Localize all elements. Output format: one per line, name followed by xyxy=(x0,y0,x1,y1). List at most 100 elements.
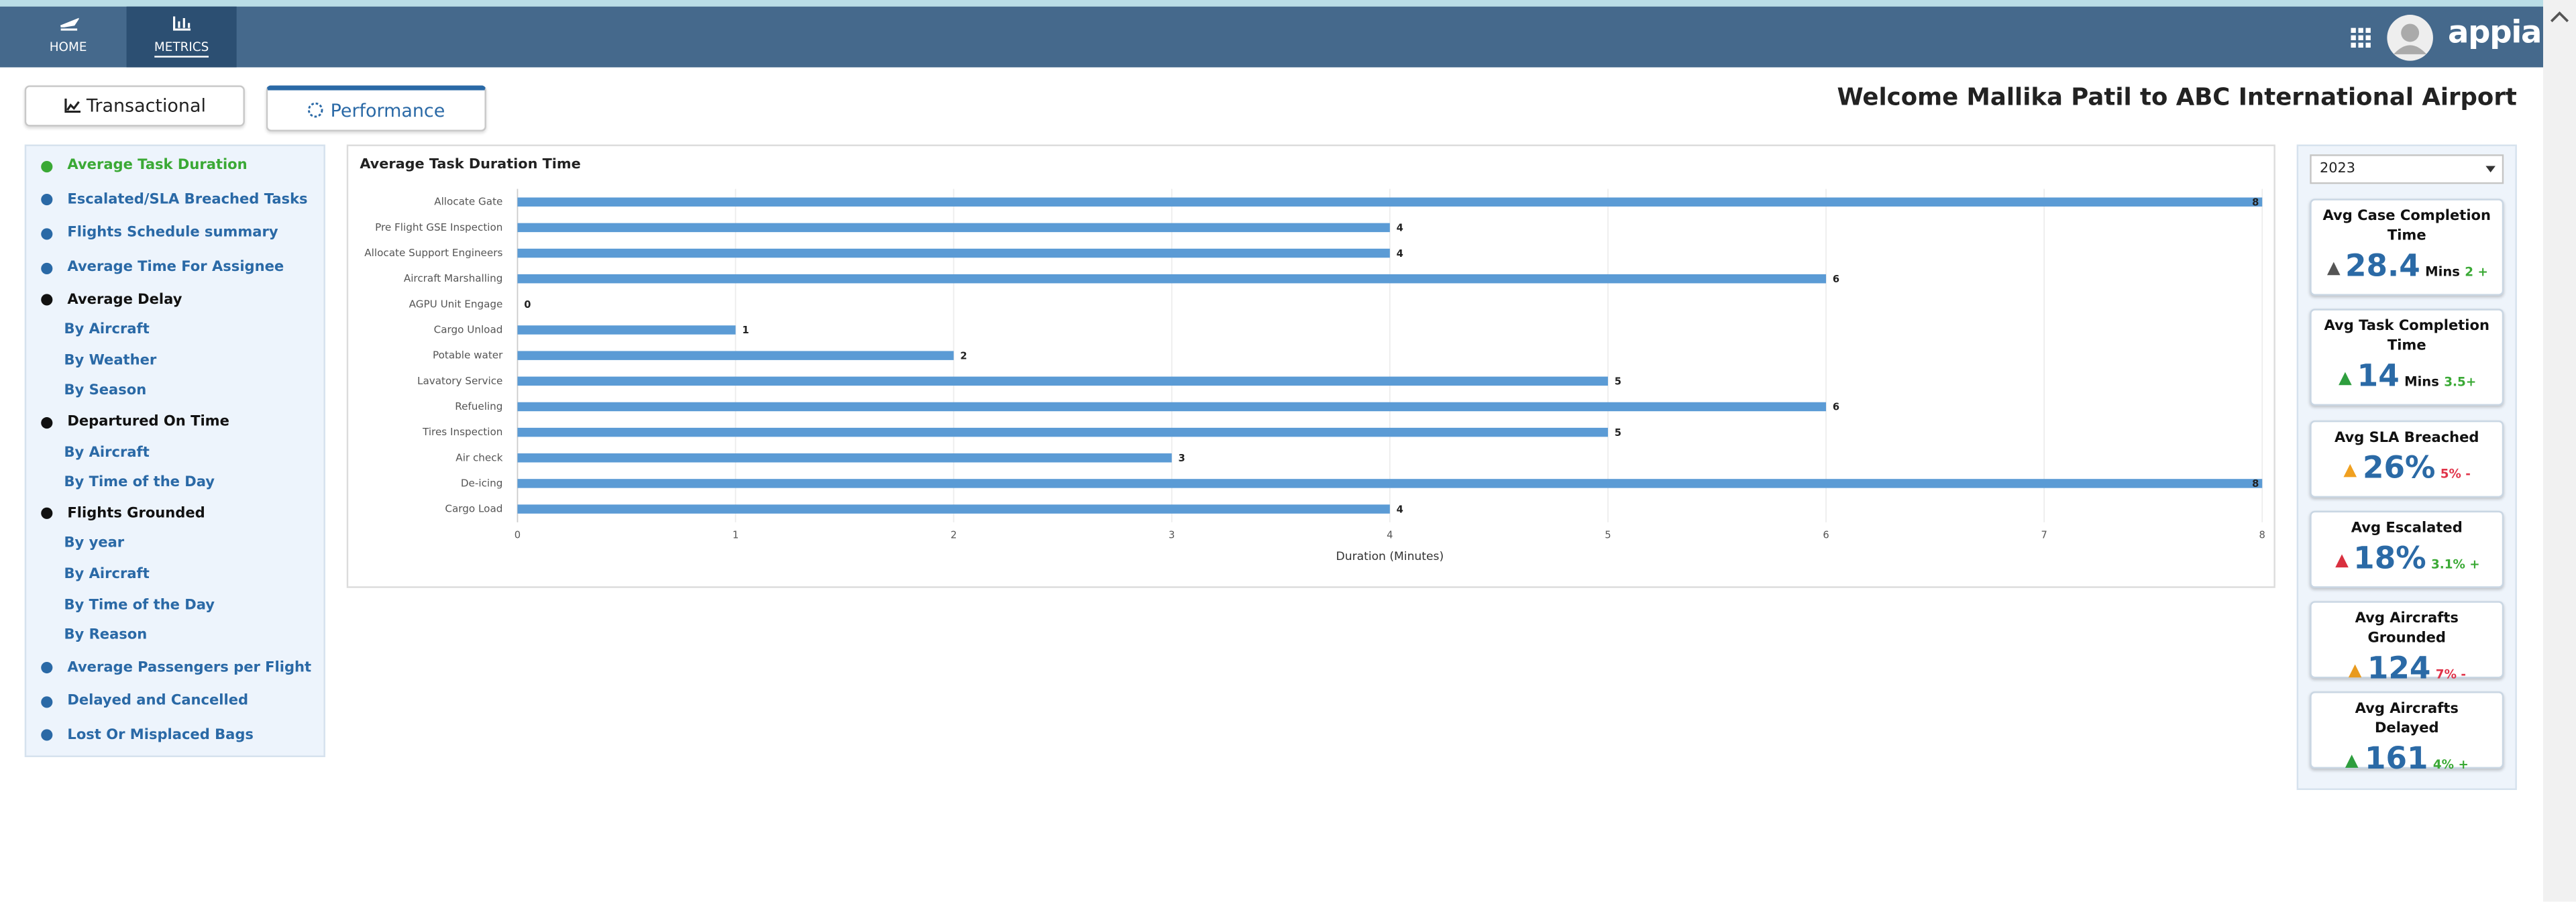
x-tick-label: 2 xyxy=(951,529,957,541)
icon-shape xyxy=(41,294,53,306)
submenu-item[interactable]: By Season xyxy=(64,383,147,400)
tab-performance[interactable]: Performance xyxy=(266,85,486,131)
y-tick-label: De-icing xyxy=(461,477,503,489)
kpi-unit: Mins xyxy=(2404,374,2439,390)
kpi-title: Avg Aircrafts Grounded xyxy=(2355,611,2459,647)
menu-icon xyxy=(41,294,53,306)
submenu-item[interactable]: By year xyxy=(64,536,125,553)
x-axis-label: Duration (Minutes) xyxy=(1336,550,1444,563)
scroll-up[interactable] xyxy=(2543,0,2576,33)
y-tick-label: Tires Inspection xyxy=(422,426,502,438)
scrollbar[interactable] xyxy=(2543,0,2576,902)
welcome: Welcome Mallika Patil to ABC Internation… xyxy=(1837,85,2517,112)
menu-item[interactable]: Delayed and Cancelled xyxy=(26,685,323,718)
menu-label: Lost Or Misplaced Bags xyxy=(67,727,254,744)
kpi-unit: Mins xyxy=(2425,264,2460,280)
menu-label: Flights Schedule summary xyxy=(67,225,278,243)
kpi-icon xyxy=(2326,262,2340,276)
bar xyxy=(517,223,1390,233)
menu-label: Delayed and Cancelled xyxy=(67,693,249,710)
nav-metrics[interactable]: METRICS xyxy=(126,6,237,68)
kpi-change: 3.1% + xyxy=(2430,557,2480,572)
top-bar: HOME METRICS appian xyxy=(0,0,2563,68)
icon-shape xyxy=(41,696,53,708)
x-tick-label: 3 xyxy=(1169,529,1175,541)
kpi-row: 124 7% - xyxy=(2321,652,2492,687)
y-tick-label: Allocate Gate xyxy=(434,196,502,208)
icon-shape xyxy=(2348,664,2362,678)
menu-item[interactable]: Average Time For Assignee xyxy=(26,251,323,284)
menu-icon xyxy=(41,262,53,274)
submenu-item[interactable]: By Aircraft xyxy=(64,444,150,461)
metrics-icon xyxy=(173,16,191,31)
kpi-title: Avg Case Completion Time xyxy=(2322,209,2491,245)
menu-icon xyxy=(41,194,53,207)
menu-label: Average Task Duration xyxy=(67,158,248,175)
data-label: 8 xyxy=(2252,196,2259,208)
icon-shape xyxy=(41,508,53,520)
data-label: 1 xyxy=(742,325,749,336)
bar xyxy=(517,274,1827,284)
x-tick-label: 4 xyxy=(1387,529,1393,541)
data-label: 4 xyxy=(1397,223,1403,234)
submenu-item[interactable]: By Weather xyxy=(64,353,157,370)
tab-transactional[interactable]: Transactional xyxy=(24,85,245,127)
submenu-item[interactable]: By Reason xyxy=(64,628,148,644)
data-label: 3 xyxy=(1179,453,1185,464)
chart-title: Average Task Duration Time xyxy=(360,156,580,172)
y-tick-label: Refueling xyxy=(455,400,502,412)
y-tick-label: Cargo Load xyxy=(445,503,502,515)
bar xyxy=(517,427,1608,437)
data-label: 2 xyxy=(960,350,967,361)
kpi-row: 26% 5% - xyxy=(2321,451,2492,486)
kpi-card: Avg SLA Breached 26% 5% - xyxy=(2310,420,2504,498)
menu-icon xyxy=(41,730,53,742)
kpi-icon xyxy=(2348,664,2362,678)
data-label: 6 xyxy=(1833,274,1839,285)
menu-item[interactable]: Departured On Time xyxy=(26,407,323,438)
dropdown-arrow xyxy=(2485,166,2496,173)
menu-label: Escalated/SLA Breached Tasks xyxy=(67,192,308,209)
menu-item[interactable]: Escalated/SLA Breached Tasks xyxy=(26,183,323,217)
bar xyxy=(517,351,954,360)
kpi-card: Avg Aircrafts Delayed 161 4% + xyxy=(2310,691,2504,777)
menu-item[interactable]: Average Passengers per Flight xyxy=(26,651,323,685)
bar xyxy=(517,479,2263,488)
x-tick-label: 1 xyxy=(733,529,739,541)
menu-item[interactable]: Flights Schedule summary xyxy=(26,217,323,251)
icon-shape xyxy=(41,730,53,742)
nav-home[interactable]: HOME xyxy=(13,7,123,68)
menu-item[interactable]: Average Task Duration xyxy=(26,150,323,183)
menu-icon xyxy=(41,160,53,172)
year-select[interactable]: 2023 xyxy=(2310,154,2504,184)
data-label: 8 xyxy=(2252,478,2259,490)
x-tick-label: 6 xyxy=(1823,529,1829,541)
menu-item[interactable]: Flights Grounded xyxy=(26,498,323,529)
icon-shape xyxy=(41,262,53,274)
sidebar: Average Task Duration Escalated/SLA Breac… xyxy=(24,144,325,757)
bar xyxy=(517,402,1827,412)
menu-item[interactable]: Lost Or Misplaced Bags xyxy=(26,719,323,752)
tab-label: Performance xyxy=(330,99,445,121)
kpi-row: 28.4 Mins 2 + xyxy=(2321,249,2492,284)
menu-icon xyxy=(41,508,53,520)
menu-label: Flights Grounded xyxy=(67,505,205,522)
nav-label: METRICS xyxy=(154,40,209,58)
kpi-card: Avg Case Completion Time 28.4 Mins 2 + xyxy=(2310,199,2504,296)
menu-item[interactable]: Average Delay xyxy=(26,285,323,316)
kpi-title: Avg Escalated xyxy=(2351,520,2463,537)
submenu-item[interactable]: By Aircraft xyxy=(64,566,150,583)
avatar[interactable] xyxy=(2385,13,2434,62)
submenu-item[interactable]: By Aircraft xyxy=(64,322,150,339)
kpi-value: 124 xyxy=(2367,652,2431,687)
kpi-card: Avg Aircrafts Grounded 124 7% - xyxy=(2310,601,2504,687)
submenu-item[interactable]: By Time of the Day xyxy=(64,597,215,614)
kpi-value: 26% xyxy=(2362,451,2436,486)
y-tick-label: AGPU Unit Engage xyxy=(409,298,503,310)
icon-shape xyxy=(41,160,53,172)
icon-shape xyxy=(2326,262,2340,276)
apps-icon[interactable] xyxy=(2349,26,2372,49)
submenu-item[interactable]: By Time of the Day xyxy=(64,475,215,492)
kpi-value: 14 xyxy=(2357,359,2400,394)
